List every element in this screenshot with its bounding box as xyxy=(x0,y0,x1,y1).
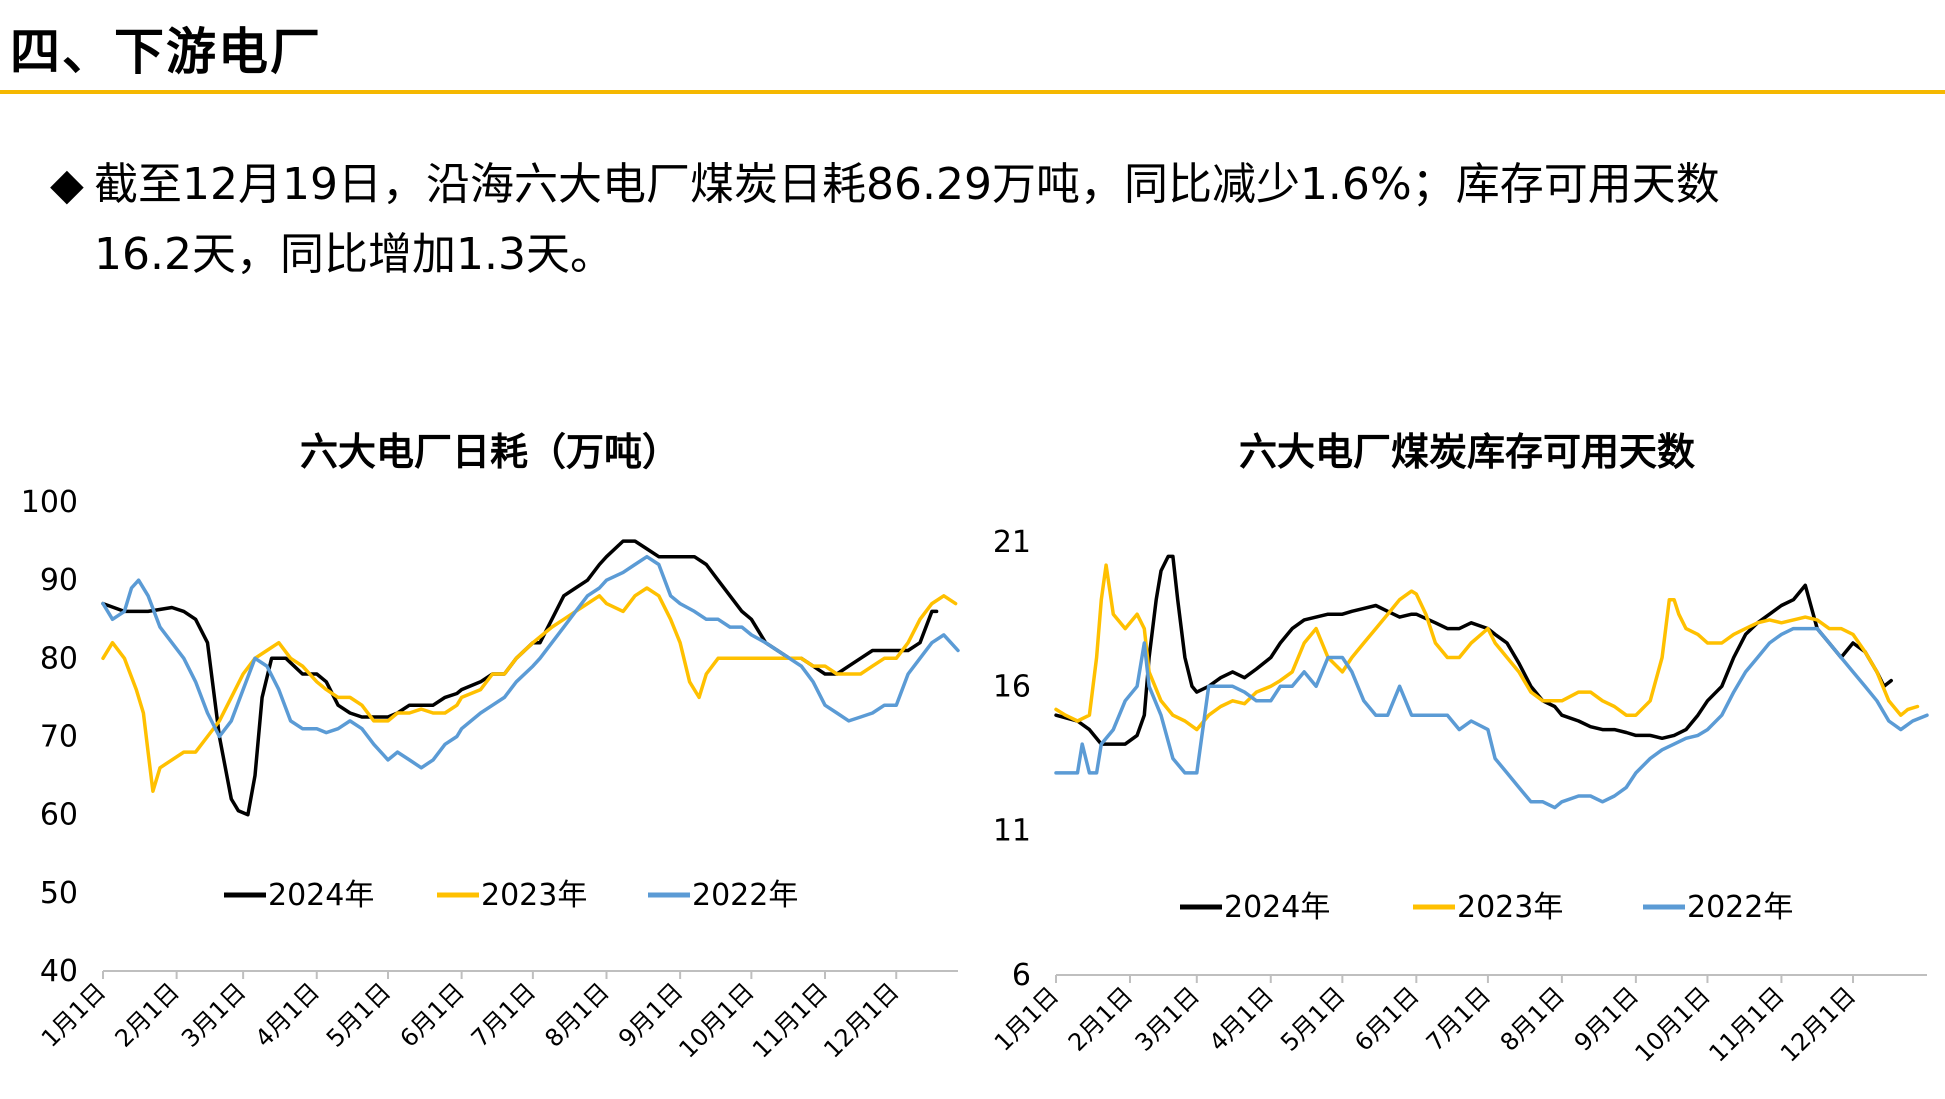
x-tick-label: 5月1日 xyxy=(321,977,396,1052)
x-tick-label: 10月1日 xyxy=(673,977,759,1063)
x-tick-label: 2月1日 xyxy=(110,977,185,1052)
daily-consumption-chart: 六大电厂日耗（万吨） 40 50 60 70 80 90 100 1月1日 2月1日 3月1日 4月… xyxy=(0,420,972,1099)
y-tick-label: 11 xyxy=(993,814,1031,849)
y-tick-label: 80 xyxy=(40,641,78,676)
x-tick-label: 3月1日 xyxy=(1130,981,1205,1056)
x-tick-label: 3月1日 xyxy=(176,977,251,1052)
legend-label: 2024年 xyxy=(268,878,374,913)
y-tick-label: 60 xyxy=(40,798,78,833)
series-line-2023年 xyxy=(1054,563,1920,732)
legend-label: 2022年 xyxy=(692,878,798,913)
x-tick-label: 10月1日 xyxy=(1630,981,1716,1067)
x-tick-label: 7月1日 xyxy=(1421,981,1496,1056)
x-tick-label: 4月1日 xyxy=(250,977,325,1052)
page-title: 四、下游电厂 xyxy=(10,23,322,81)
x-tick-label: 6月1日 xyxy=(395,977,470,1052)
y-tick-label: 70 xyxy=(40,720,78,755)
legend-label: 2023年 xyxy=(481,878,587,913)
daily-consumption-svg: 六大电厂日耗（万吨） 4050607080901001月1日2月1日3月1日4月… xyxy=(21,430,960,1064)
series-line-2024年 xyxy=(1054,554,1893,746)
x-tick-label: 6月1日 xyxy=(1349,981,1424,1056)
legend-label: 2024年 xyxy=(1224,890,1330,925)
x-tick-label: 2月1日 xyxy=(1063,981,1138,1056)
title-underline xyxy=(0,90,1945,94)
x-tick-label: 8月1日 xyxy=(1495,981,1570,1056)
x-tick-label: 11月1日 xyxy=(747,977,833,1063)
x-tick-label: 8月1日 xyxy=(539,977,614,1052)
series-line-2022年 xyxy=(1054,626,1929,810)
x-tick-label: 4月1日 xyxy=(1204,981,1279,1056)
inventory-days-svg: 六大电厂煤炭库存可用天数 61116211月1日2月1日3月1日4月1日5月1日… xyxy=(989,430,1929,1068)
chart-title: 六大电厂煤炭库存可用天数 xyxy=(1239,430,1695,474)
x-tick-label: 11月1日 xyxy=(1704,981,1790,1067)
y-tick-label: 100 xyxy=(21,485,78,520)
y-tick-label: 50 xyxy=(40,876,78,911)
summary-line-2: 16.2天，同比增加1.3天。 xyxy=(94,229,614,280)
x-tick-label: 7月1日 xyxy=(466,977,541,1052)
y-tick-label: 90 xyxy=(40,563,78,598)
series-line-2022年 xyxy=(101,554,960,770)
summary-text: ◆ 截至12月19日，沿海六大电厂煤炭日耗86.29万吨，同比减少1.6%；库存可… xyxy=(50,150,1910,290)
x-tick-label: 12月1日 xyxy=(818,977,904,1063)
chart-title: 六大电厂日耗（万吨） xyxy=(300,430,680,474)
summary-line-1: 截至12月19日，沿海六大电厂煤炭日耗86.29万吨，同比减少1.6%；库存可用… xyxy=(94,159,1720,210)
legend-label: 2023年 xyxy=(1457,890,1563,925)
x-tick-label: 5月1日 xyxy=(1275,981,1350,1056)
y-tick-label: 40 xyxy=(40,954,78,989)
legend-label: 2022年 xyxy=(1687,890,1793,925)
x-tick-label: 12月1日 xyxy=(1775,981,1861,1067)
y-tick-label: 16 xyxy=(993,669,1031,704)
y-tick-label: 21 xyxy=(993,525,1031,560)
inventory-days-chart: 六大电厂煤炭库存可用天数 6 11 16 21 1月1日 2月1日 3月1日 4月1日 5月1日… xyxy=(972,420,1944,1099)
series-line-2023年 xyxy=(101,586,958,793)
y-tick-label: 6 xyxy=(1012,958,1031,993)
diamond-bullet-icon: ◆ xyxy=(50,159,84,210)
